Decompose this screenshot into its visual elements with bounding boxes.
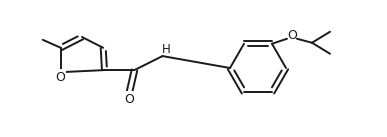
Text: O: O <box>287 29 297 42</box>
Text: O: O <box>55 71 65 84</box>
Text: O: O <box>125 93 134 106</box>
Text: H: H <box>162 43 171 56</box>
